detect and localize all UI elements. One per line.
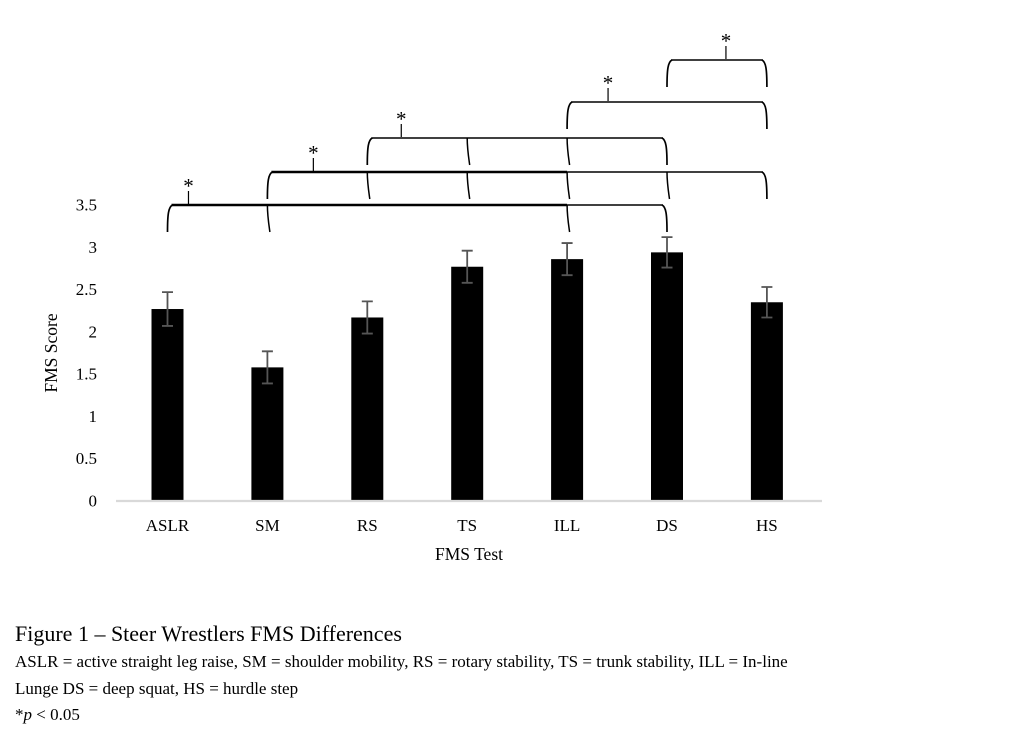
bar-DS (651, 252, 683, 502)
y-tick-label-0: 0 (89, 492, 98, 511)
category-label-SM: SM (255, 516, 280, 535)
significance-bracket-3-right-foot (761, 101, 768, 130)
figure-note-line1: ASLR = active straight leg raise, SM = s… (15, 652, 788, 671)
y-tick-label-3: 3 (89, 238, 98, 257)
p-value-symbol: p (23, 705, 33, 724)
y-tick-label-1: 1 (89, 407, 98, 426)
bar-ILL (551, 259, 584, 502)
error-bar-ASLR (162, 291, 173, 327)
significance-bracket-1-tick (666, 171, 671, 200)
significance-star: * (603, 71, 614, 95)
figure-title: Figure 1 – Steer Wrestlers FMS Differenc… (15, 621, 402, 646)
x-axis-title: FMS Test (435, 544, 503, 564)
error-bar-RS (361, 300, 373, 335)
significance-bracket-4-left-foot (666, 59, 673, 88)
fms-bar-chart: * * * * * 0 0.5 1 1.5 2 2.5 3 3.5 ASLR SM RS TS ILL DS HS F… (41, 29, 822, 564)
y-tick-label-2.5: 2.5 (76, 280, 97, 299)
significance-bracket-0-tick (266, 204, 271, 233)
figure-caption: Figure 1 – Steer Wrestlers FMS Differenc… (15, 623, 1023, 729)
p-value-rest: < 0.05 (32, 705, 80, 724)
significance-bracket-1-tick (366, 171, 371, 200)
y-tick-label-0.5: 0.5 (76, 449, 97, 468)
error-bar-ILL (561, 242, 573, 277)
category-label-TS: TS (457, 516, 477, 535)
y-tick-label-3.5: 3.5 (76, 196, 97, 215)
significance-bracket-2-left-foot (366, 137, 373, 166)
significance-bracket-3-left-foot (566, 101, 573, 130)
significance-bracket-1-right-foot (761, 171, 768, 200)
significance-star: * (396, 107, 407, 131)
category-label-ASLR: ASLR (146, 516, 190, 535)
significance-bracket-2-tick (566, 137, 571, 166)
significance-bracket-0-tick (566, 204, 571, 233)
y-axis-title: FMS Score (41, 313, 61, 392)
significance-star: * (183, 174, 194, 198)
category-label-DS: DS (656, 516, 678, 535)
p-value-note: *p < 0.05 (15, 702, 1023, 729)
y-tick-label-2: 2 (89, 322, 98, 341)
significance-bracket-1-tick (466, 171, 471, 200)
error-bar-SM (261, 350, 273, 385)
error-bar-TS (461, 249, 473, 284)
significance-bracket-2-tick (466, 137, 471, 166)
p-value-star: * (15, 705, 24, 724)
bar-SM (251, 367, 284, 502)
significance-star: * (308, 141, 319, 165)
bar-TS (451, 266, 484, 502)
figure-note-line2: Lunge DS = deep squat, HS = hurdle step (15, 678, 299, 698)
error-bar-HS (761, 286, 773, 319)
significance-bracket-0-right-foot (661, 204, 668, 233)
significance-bracket-1-left-foot (266, 171, 273, 200)
bar-HS (750, 302, 783, 502)
significance-bracket-0-left-foot (166, 204, 173, 233)
figure-notes: ASLR = active straight leg raise, SM = s… (15, 649, 1023, 702)
significance-bracket-4-right-foot (761, 59, 768, 88)
category-label-HS: HS (756, 516, 778, 535)
category-label-ILL: ILL (554, 516, 580, 535)
error-bar-DS (661, 236, 673, 269)
y-tick-label-1.5: 1.5 (76, 365, 97, 384)
bar-ASLR (151, 309, 184, 502)
bar-RS (351, 317, 384, 502)
significance-star: * (721, 29, 732, 53)
significance-bracket-1-tick (566, 171, 571, 200)
category-label-RS: RS (357, 516, 378, 535)
significance-bracket-2-right-foot (661, 137, 668, 166)
